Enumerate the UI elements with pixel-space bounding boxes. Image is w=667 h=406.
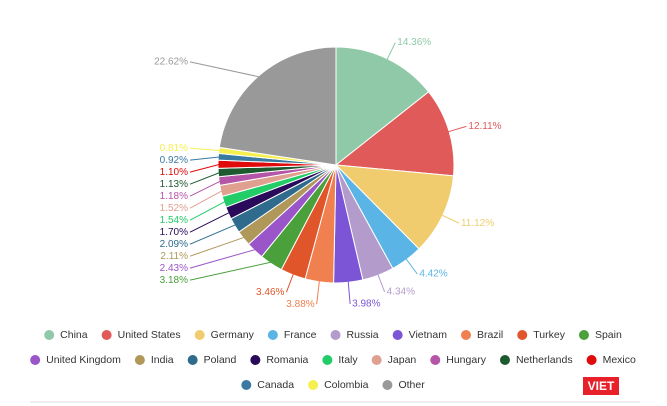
legend-marker xyxy=(430,355,441,365)
legend-label: Netherlands xyxy=(516,354,573,366)
value-label: 2.11% xyxy=(160,251,188,262)
legend-label: Turkey xyxy=(533,329,565,341)
value-label: 0.81% xyxy=(160,143,188,154)
legend-marker xyxy=(241,380,252,390)
legend-label: India xyxy=(151,354,174,366)
value-label: 2.09% xyxy=(160,239,188,250)
legend-label: Brazil xyxy=(477,329,503,341)
value-label: 1.54% xyxy=(160,215,188,226)
legend-label: United Kingdom xyxy=(46,354,121,366)
leader-line xyxy=(189,236,246,257)
leader-line xyxy=(189,211,231,233)
leader-line xyxy=(285,272,295,293)
leader-line xyxy=(189,223,237,245)
legend-label: Other xyxy=(398,379,425,391)
value-label: 1.70% xyxy=(160,227,188,238)
legend-marker xyxy=(392,330,403,340)
leader-line xyxy=(316,279,321,305)
pie-slice xyxy=(218,46,337,166)
legend-label: Canada xyxy=(257,379,294,391)
leader-line xyxy=(347,280,351,305)
legend-label: Russia xyxy=(347,329,379,341)
legend-marker xyxy=(194,330,205,340)
value-label: 14.36% xyxy=(397,37,431,48)
value-label: 12.11% xyxy=(468,121,501,132)
legend-marker xyxy=(586,355,597,365)
legend-label: Japan xyxy=(388,354,417,366)
value-label: 2.43% xyxy=(160,263,188,274)
legend-label: Poland xyxy=(204,354,237,366)
legend-label: Vietnam xyxy=(409,329,448,341)
leader-line xyxy=(377,273,386,293)
legend-label: France xyxy=(284,329,317,341)
value-label: 22.62% xyxy=(154,57,188,68)
legend-marker xyxy=(250,355,261,365)
value-label: 1.18% xyxy=(160,191,188,202)
leader-line xyxy=(386,42,396,61)
leader-line xyxy=(189,156,221,161)
leader-line xyxy=(189,190,224,209)
legend-marker xyxy=(101,330,112,340)
leader-line xyxy=(189,261,273,281)
legend-label: Mexico xyxy=(603,354,636,366)
value-label: 4.42% xyxy=(419,269,447,280)
legend-marker xyxy=(330,330,341,340)
legend-marker xyxy=(134,355,145,365)
legend-label: China xyxy=(60,329,88,341)
legend-label: Italy xyxy=(338,354,358,366)
legend-label: United States xyxy=(118,329,181,341)
leader-line xyxy=(440,214,460,224)
leader-line xyxy=(189,248,257,269)
legend-label: Spain xyxy=(595,329,622,341)
legend-label: Colombia xyxy=(324,379,369,391)
leader-line xyxy=(404,257,418,275)
legend-marker xyxy=(578,330,589,340)
leader-line xyxy=(189,61,261,78)
value-label: 3.46% xyxy=(256,287,284,298)
legend-marker xyxy=(30,355,41,365)
legend-label: Romania xyxy=(266,354,308,366)
value-label: 11.12% xyxy=(461,218,494,229)
leader-line xyxy=(447,125,467,133)
legend-marker xyxy=(44,330,55,340)
legend-label: Hungary xyxy=(446,354,486,366)
value-label: 3.88% xyxy=(286,299,314,310)
legend-marker xyxy=(371,355,382,365)
value-label: 1.52% xyxy=(160,203,188,214)
leader-line xyxy=(189,163,221,173)
legend-marker xyxy=(382,380,393,390)
leader-line xyxy=(189,200,227,221)
legend-marker xyxy=(308,380,319,390)
logo-box xyxy=(583,377,619,395)
legend-marker xyxy=(499,355,510,365)
leader-line xyxy=(189,180,222,197)
legend-label: Germany xyxy=(211,329,255,341)
value-label: 1.10% xyxy=(160,167,188,178)
logo: VIET xyxy=(588,379,615,393)
value-label: 0.92% xyxy=(160,155,188,166)
legend-marker xyxy=(322,355,333,365)
leader-line xyxy=(189,147,221,152)
leader-line xyxy=(189,171,221,185)
legend-marker xyxy=(187,355,198,365)
value-label: 4.34% xyxy=(387,287,415,298)
value-label: 1.13% xyxy=(160,179,188,190)
value-label: 3.18% xyxy=(160,275,188,286)
value-label: 3.98% xyxy=(352,299,380,310)
legend-marker xyxy=(267,330,278,340)
legend-marker xyxy=(517,330,528,340)
legend-marker xyxy=(460,330,471,340)
